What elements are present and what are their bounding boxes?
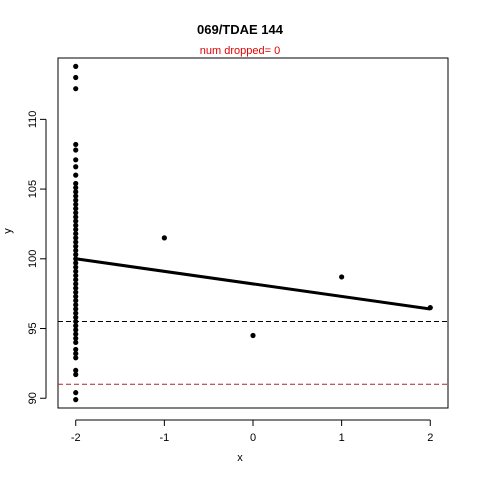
chart-title: 069/TDAE 144 <box>197 22 283 37</box>
data-point <box>73 226 79 233</box>
data-point <box>73 231 79 237</box>
x-tick-label: 0 <box>250 432 256 444</box>
data-point <box>73 243 79 249</box>
data-point <box>73 260 79 266</box>
data-point <box>73 193 79 199</box>
data-point <box>73 397 79 403</box>
y-tick-label: 100 <box>27 250 39 268</box>
data-point <box>339 274 345 280</box>
data-point <box>73 277 79 283</box>
y-tick-label: 110 <box>27 111 39 129</box>
data-point <box>73 189 79 195</box>
data-point <box>73 256 79 262</box>
data-point <box>73 74 79 81</box>
data-point <box>73 205 79 212</box>
data-point <box>73 367 79 373</box>
data-point <box>73 390 79 396</box>
plot-area-frame <box>57 57 449 409</box>
data-point <box>73 323 79 329</box>
data-point <box>73 63 79 69</box>
data-point <box>73 272 79 279</box>
data-point <box>73 157 79 163</box>
data-point <box>73 293 79 300</box>
x-axis-label: x <box>237 452 243 464</box>
x-tick-label: -2 <box>71 432 81 444</box>
data-point <box>73 351 79 357</box>
data-point <box>427 305 433 311</box>
data-point <box>73 339 79 346</box>
x-tick-label: 2 <box>427 432 433 444</box>
data-point <box>73 371 79 378</box>
data-point <box>73 331 79 337</box>
data-point <box>73 346 79 353</box>
data-point <box>73 164 79 170</box>
data-point <box>73 214 79 220</box>
y-tick-label: 105 <box>27 180 39 198</box>
data-point <box>73 302 79 308</box>
y-tick-label: 90 <box>27 392 39 404</box>
data-point <box>73 289 79 295</box>
data-point <box>73 86 79 92</box>
data-point <box>73 298 79 304</box>
data-point <box>73 247 79 254</box>
data-point <box>73 235 79 241</box>
fit-line <box>75 257 431 311</box>
y-tick-label: 95 <box>27 322 39 334</box>
data-point <box>73 201 79 208</box>
data-point <box>73 222 79 228</box>
data-point <box>73 210 79 216</box>
data-point <box>73 306 79 312</box>
data-point <box>73 281 79 287</box>
data-point <box>73 285 79 291</box>
data-point <box>73 239 79 245</box>
data-point <box>73 355 79 361</box>
data-point <box>73 172 79 178</box>
x-tick-label: -1 <box>159 432 169 444</box>
data-point <box>73 252 79 258</box>
data-point <box>73 147 79 153</box>
data-point <box>73 264 79 270</box>
data-point <box>73 314 79 320</box>
data-point <box>161 235 167 241</box>
chart-subtitle: num dropped= 0 <box>199 45 281 57</box>
data-point <box>73 141 79 148</box>
data-point <box>73 185 79 191</box>
data-point <box>73 310 79 316</box>
data-point <box>73 327 79 333</box>
data-point <box>73 318 79 325</box>
data-point <box>73 335 79 341</box>
data-point <box>73 268 79 274</box>
data-point <box>73 180 79 187</box>
data-point <box>73 218 79 224</box>
x-tick-label: 1 <box>339 432 345 444</box>
data-point <box>73 197 79 203</box>
data-point <box>250 332 256 339</box>
